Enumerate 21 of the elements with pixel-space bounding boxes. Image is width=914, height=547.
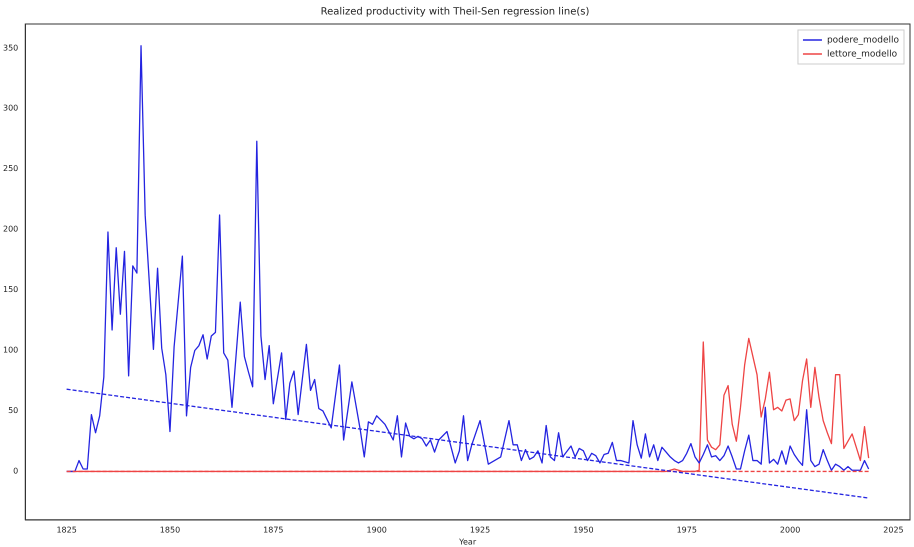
y-tick-label: 0 [13, 466, 18, 476]
x-tick-label: 1875 [263, 526, 284, 535]
x-tick-label: 1950 [573, 526, 594, 535]
y-tick-label: 300 [2, 104, 18, 113]
legend-label: lettore_modello [826, 49, 898, 60]
x-tick-label: 1825 [56, 526, 77, 535]
y-tick-label: 150 [2, 285, 18, 294]
x-tick-label: 2025 [883, 526, 904, 535]
y-tick-label: 100 [2, 346, 18, 355]
x-tick-label: 2000 [780, 526, 800, 535]
x-tick-label: 1900 [366, 526, 387, 535]
y-tick-label: 50 [8, 406, 18, 416]
chart-title: Realized productivity with Theil-Sen regression line(s) [320, 6, 590, 18]
x-tick-label: 1975 [676, 526, 697, 535]
x-tick-label: 1925 [470, 526, 490, 535]
y-tick-label: 250 [2, 164, 18, 174]
y-tick-label: 350 [2, 43, 18, 52]
legend-label: podere_modello [826, 35, 900, 46]
y-tick-label: 200 [2, 224, 18, 234]
x-tick-label: 1850 [160, 526, 180, 535]
x-axis-title: Year [458, 537, 477, 546]
